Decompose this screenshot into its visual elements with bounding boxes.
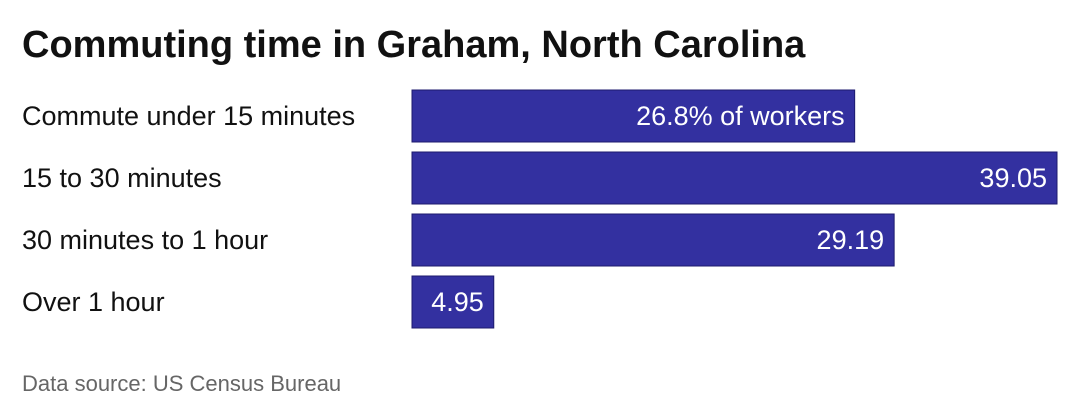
bar	[411, 213, 895, 267]
value-label: 4.95	[431, 287, 484, 317]
category-label: 15 to 30 minutes	[22, 163, 222, 193]
bar	[411, 275, 495, 329]
value-label: 26.8% of workers	[636, 101, 845, 131]
category-label: Over 1 hour	[22, 287, 165, 317]
category-label: Commute under 15 minutes	[22, 101, 355, 131]
bar	[411, 151, 1058, 205]
category-label: 30 minutes to 1 hour	[22, 225, 268, 255]
value-label: 39.05	[979, 163, 1047, 193]
value-label: 29.19	[817, 225, 885, 255]
chart-title: Commuting time in Graham, North Carolina	[22, 24, 806, 66]
source-note: Data source: US Census Bureau	[22, 371, 341, 396]
bar	[411, 89, 856, 143]
